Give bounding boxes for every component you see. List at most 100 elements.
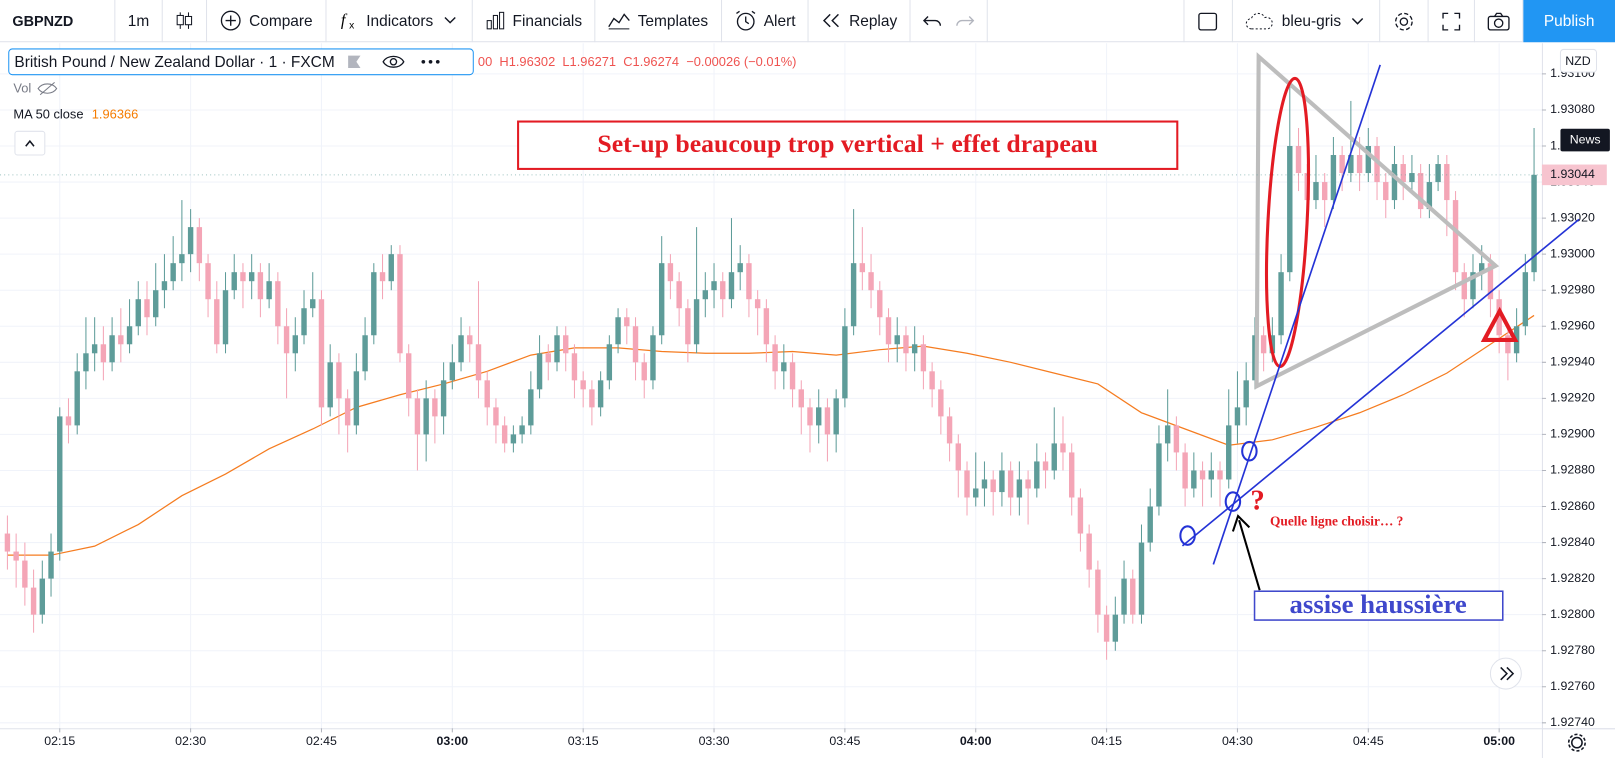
layout-button[interactable] xyxy=(1183,0,1234,43)
candle-body xyxy=(1531,174,1537,273)
candle-body xyxy=(850,263,857,327)
candle-body xyxy=(789,362,796,390)
candle-body xyxy=(1217,470,1223,480)
indicators-button[interactable]: f x Indicators xyxy=(326,0,473,42)
alert-button[interactable]: Alert xyxy=(722,0,809,42)
replay-button[interactable]: Replay xyxy=(809,0,911,42)
candle-body xyxy=(1304,173,1310,201)
candle-body xyxy=(536,353,543,390)
expand-icon xyxy=(1442,12,1461,31)
candle-body xyxy=(650,335,656,381)
interval-button[interactable]: 1m xyxy=(115,0,163,42)
chart-type-button[interactable] xyxy=(163,0,207,42)
collapse-button[interactable] xyxy=(14,130,46,156)
candle-body xyxy=(1269,335,1276,354)
candle-body xyxy=(100,344,107,363)
hidden-eye-icon[interactable] xyxy=(37,81,58,96)
candle-body xyxy=(920,344,927,372)
candle-body xyxy=(615,317,621,345)
candle-body xyxy=(39,578,46,615)
x-tick-label: 04:00 xyxy=(960,734,992,748)
candle-body xyxy=(754,299,761,309)
candle-body xyxy=(781,362,787,372)
candle-body xyxy=(1103,614,1110,642)
candle-body xyxy=(1417,173,1424,210)
candle-body xyxy=(74,371,80,426)
candle-body xyxy=(973,488,979,498)
y-tick-label: 1.92840 xyxy=(1550,535,1595,549)
alarm-icon xyxy=(735,10,755,31)
financials-button[interactable]: Financials xyxy=(472,0,596,42)
square-icon xyxy=(1198,12,1218,31)
candle-body xyxy=(1287,146,1293,273)
candle-body xyxy=(440,380,447,417)
candle-body xyxy=(135,299,141,327)
undo-icon[interactable] xyxy=(923,13,942,27)
templates-button[interactable]: Templates xyxy=(595,0,722,42)
candle-body xyxy=(458,335,464,363)
candle-body xyxy=(1060,443,1066,453)
candle-body xyxy=(798,389,804,408)
candle-body xyxy=(685,308,691,345)
gear-icon xyxy=(1394,12,1413,31)
ma-value: 1.96366 xyxy=(91,107,139,122)
replay-label: Replay xyxy=(849,11,898,30)
redo-icon[interactable] xyxy=(956,13,975,27)
candle-body xyxy=(1016,479,1023,498)
candle-body xyxy=(1383,182,1389,201)
candle-body xyxy=(563,335,569,354)
candle-body xyxy=(868,272,874,291)
candle-body xyxy=(65,416,72,426)
candle-body xyxy=(257,272,264,300)
right-tools: bleu-gris xyxy=(1183,0,1524,43)
y-tick-label: 1.92800 xyxy=(1550,607,1595,621)
candle-body xyxy=(484,380,490,408)
candle-body xyxy=(929,371,935,390)
x-tick-label: 04:15 xyxy=(1091,734,1122,748)
layout-name-button[interactable]: bleu-gris xyxy=(1233,0,1381,43)
eye-icon[interactable] xyxy=(382,54,405,70)
candle-body xyxy=(1374,146,1380,183)
candle-body xyxy=(676,281,682,309)
candle-body xyxy=(1112,614,1119,642)
candle-body xyxy=(1487,263,1494,300)
candle-body xyxy=(467,335,473,345)
candle-body xyxy=(153,290,159,318)
candle-body xyxy=(624,317,630,327)
candle-body xyxy=(405,353,412,399)
candle-body xyxy=(903,335,909,354)
compare-button[interactable]: Compare xyxy=(207,0,327,42)
y-tick-label: 1.93040 xyxy=(1550,174,1595,188)
candle-body xyxy=(1138,542,1145,615)
snapshot-button[interactable] xyxy=(1475,0,1524,43)
candle-body xyxy=(1007,470,1014,498)
candles-icon xyxy=(176,12,192,29)
symbol-button[interactable]: GBPNZD xyxy=(0,0,116,42)
candle-body xyxy=(981,479,988,489)
candle-body xyxy=(275,281,281,327)
plus-icon xyxy=(220,10,241,31)
fullscreen-button[interactable] xyxy=(1429,0,1475,43)
y-tick-label: 1.93100 xyxy=(1550,66,1595,80)
candle-body xyxy=(693,299,700,345)
candle-body xyxy=(859,263,866,273)
symbol-legend[interactable]: British Pound / New Zealand Dollar · 1 ·… xyxy=(8,48,474,76)
symbol-name: British Pound / New Zealand Dollar · 1 ·… xyxy=(14,53,335,71)
candle-body xyxy=(1365,146,1372,174)
candle-body xyxy=(632,326,639,363)
y-tick-label: 1.92820 xyxy=(1550,571,1595,585)
candle-body xyxy=(763,308,770,345)
candle-body xyxy=(196,227,203,264)
settings-button[interactable] xyxy=(1380,0,1429,43)
y-tick-label: 1.92980 xyxy=(1550,282,1595,296)
publish-button[interactable]: Publish xyxy=(1523,0,1615,43)
candle-body xyxy=(57,416,63,552)
candle-body xyxy=(1260,335,1267,354)
candle-body xyxy=(30,587,37,615)
y-tick-label: 1.92960 xyxy=(1550,319,1595,333)
candle-body xyxy=(1409,173,1415,183)
more-icon[interactable] xyxy=(419,54,442,70)
candle-body xyxy=(1095,569,1101,615)
y-tick-label: 1.92880 xyxy=(1550,463,1595,477)
